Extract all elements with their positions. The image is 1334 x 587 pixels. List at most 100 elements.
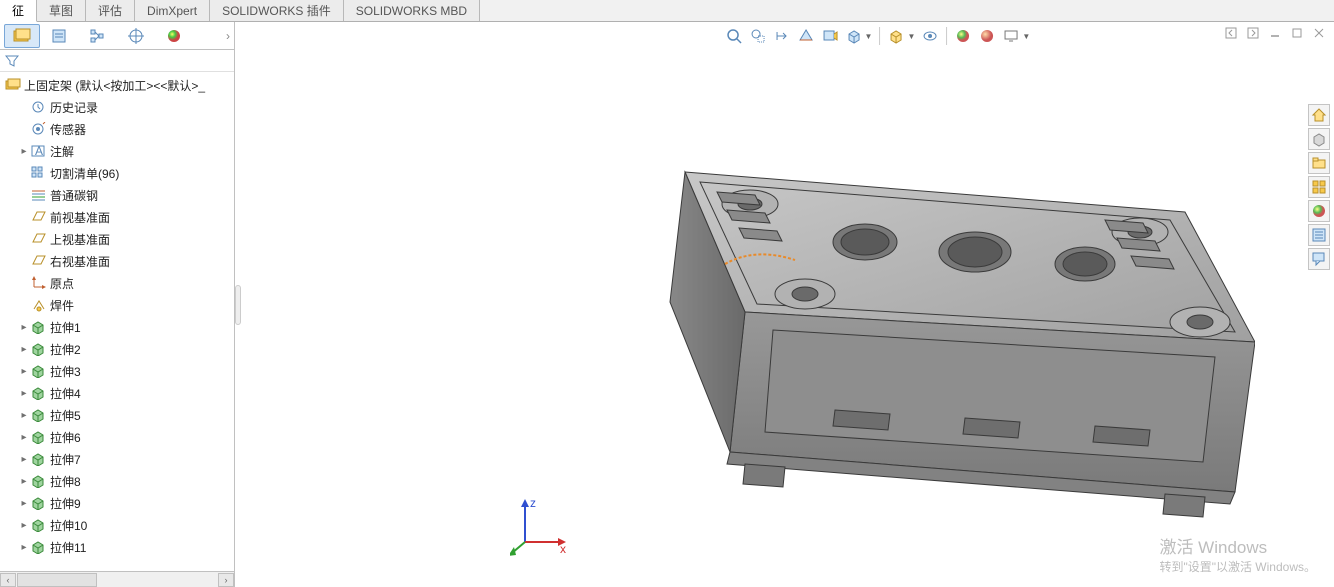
view-triad[interactable]: z x [510,497,570,557]
doc-prev-button[interactable] [1222,24,1240,42]
tree-root[interactable]: 上固定架 (默认<按加工><<默认>_ [0,74,234,96]
tree-item[interactable]: ▸拉伸7 [0,448,234,470]
extrude-icon [30,451,48,467]
expand-caret-icon[interactable]: ▸ [18,519,30,531]
extrude-icon [30,473,48,489]
tree-item[interactable]: 切割清单(96) [0,162,234,184]
expand-caret-icon[interactable]: ▸ [18,321,30,333]
taskpane-explorer[interactable] [1308,152,1330,174]
taskpane-view-palette[interactable] [1308,176,1330,198]
fm-tab-config[interactable] [80,24,116,48]
tab-sketch[interactable]: 草图 [37,0,86,21]
expand-caret-icon[interactable]: ▸ [18,431,30,443]
prev-view-button[interactable] [771,25,793,47]
taskpane-forum[interactable] [1308,248,1330,270]
expand-caret-icon[interactable]: ▸ [18,453,30,465]
scroll-right-button[interactable]: › [218,573,234,587]
dropdown-caret-icon[interactable]: ▼ [907,32,915,41]
expand-caret-icon[interactable]: ▸ [18,387,30,399]
tab-dimxpert[interactable]: DimXpert [135,0,210,21]
view-orient-button[interactable] [885,25,907,47]
fm-tab-display[interactable] [156,24,192,48]
tree-item[interactable]: 原点 [0,272,234,294]
expand-caret-icon[interactable]: ▸ [18,145,30,157]
fm-tab-property[interactable] [42,24,78,48]
hide-show-button[interactable] [919,25,941,47]
section-view-button[interactable] [795,25,817,47]
tree-item[interactable]: 右视基准面 [0,250,234,272]
tab-addins[interactable]: SOLIDWORKS 插件 [210,0,344,21]
extrude-icon [30,341,48,357]
dynamic-annot-button[interactable] [819,25,841,47]
tab-evaluate[interactable]: 评估 [86,0,135,21]
extrude-icon [30,407,48,423]
expand-caret-icon[interactable]: ▸ [18,409,30,421]
filter-icon[interactable] [4,53,20,69]
tree-item[interactable]: ▸拉伸11 [0,536,234,558]
tree-item[interactable]: 传感器 [0,118,234,140]
doc-close-button[interactable] [1310,24,1328,42]
expand-caret-icon[interactable]: ▸ [18,475,30,487]
expand-caret-icon [18,189,30,201]
scroll-thumb[interactable] [17,573,97,587]
view-settings-button[interactable] [1000,25,1022,47]
tree-h-scrollbar[interactable]: ‹ › [0,571,234,587]
scroll-left-button[interactable]: ‹ [0,573,16,587]
fm-tab-feature-tree[interactable] [4,24,40,48]
taskpane-home[interactable] [1308,104,1330,126]
tree-item[interactable]: ▸A注解 [0,140,234,162]
tree-item[interactable]: ▸拉伸3 [0,360,234,382]
monitor-icon [1003,28,1019,44]
feature-tree[interactable]: 上固定架 (默认<按加工><<默认>_ 历史记录传感器▸A注解切割清单(96)普… [0,72,234,571]
tree-item-label: 右视基准面 [50,253,110,270]
section-icon [798,28,814,44]
dropdown-caret-icon[interactable]: ▼ [865,32,873,41]
history-icon [30,99,48,115]
doc-minimize-button[interactable] [1266,24,1284,42]
tree-item[interactable]: 普通碳钢 [0,184,234,206]
view-orient-icon [888,28,904,44]
tree-item[interactable]: 前视基准面 [0,206,234,228]
doc-next-button[interactable] [1244,24,1262,42]
expand-caret-icon[interactable]: ▸ [18,365,30,377]
tree-item[interactable]: ▸拉伸5 [0,404,234,426]
annot-icon [822,28,838,44]
panel-resize-handle[interactable] [235,22,241,587]
apply-scene-button[interactable] [976,25,998,47]
taskpane-properties[interactable] [1308,224,1330,246]
edit-appearance-button[interactable] [952,25,974,47]
taskpane-library[interactable] [1308,128,1330,150]
appearance-sphere-icon [165,28,183,44]
tree-item[interactable]: ▸拉伸1 [0,316,234,338]
tree-item[interactable]: ▸拉伸4 [0,382,234,404]
graphics-area[interactable]: ▼ ▼ ▼ [235,22,1334,587]
tab-mbd[interactable]: SOLIDWORKS MBD [344,0,480,21]
fm-tab-dimxpert[interactable] [118,24,154,48]
extrude-icon [30,495,48,511]
dropdown-caret-icon[interactable]: ▼ [1022,32,1030,41]
tree-item-label: 拉伸10 [50,517,87,534]
callout-panel-icon [1311,251,1327,267]
expand-caret-icon[interactable]: ▸ [18,343,30,355]
tree-item[interactable]: 焊件 [0,294,234,316]
zoom-fit-button[interactable] [723,25,745,47]
tab-feature[interactable]: 征 [0,0,37,22]
doc-maximize-button[interactable] [1288,24,1306,42]
library-icon [1311,131,1327,147]
folder-icon [1311,155,1327,171]
tree-item[interactable]: ▸拉伸2 [0,338,234,360]
tree-item[interactable]: ▸拉伸9 [0,492,234,514]
tree-item[interactable]: 上视基准面 [0,228,234,250]
expand-caret-icon[interactable]: ▸ [18,541,30,553]
expand-caret-icon[interactable]: ▸ [18,497,30,509]
fm-tabs-overflow[interactable]: › [226,29,230,43]
watermark-line1: 激活 Windows [1159,533,1316,558]
tree-item[interactable]: ▸拉伸6 [0,426,234,448]
taskpane-appearance[interactable] [1308,200,1330,222]
zoom-area-button[interactable] [747,25,769,47]
tree-item[interactable]: ▸ 拉伸10 [0,514,234,536]
tree-item[interactable]: 历史记录 [0,96,234,118]
task-pane-tabs [1308,104,1330,270]
display-style-button[interactable] [843,25,865,47]
tree-item[interactable]: ▸拉伸8 [0,470,234,492]
